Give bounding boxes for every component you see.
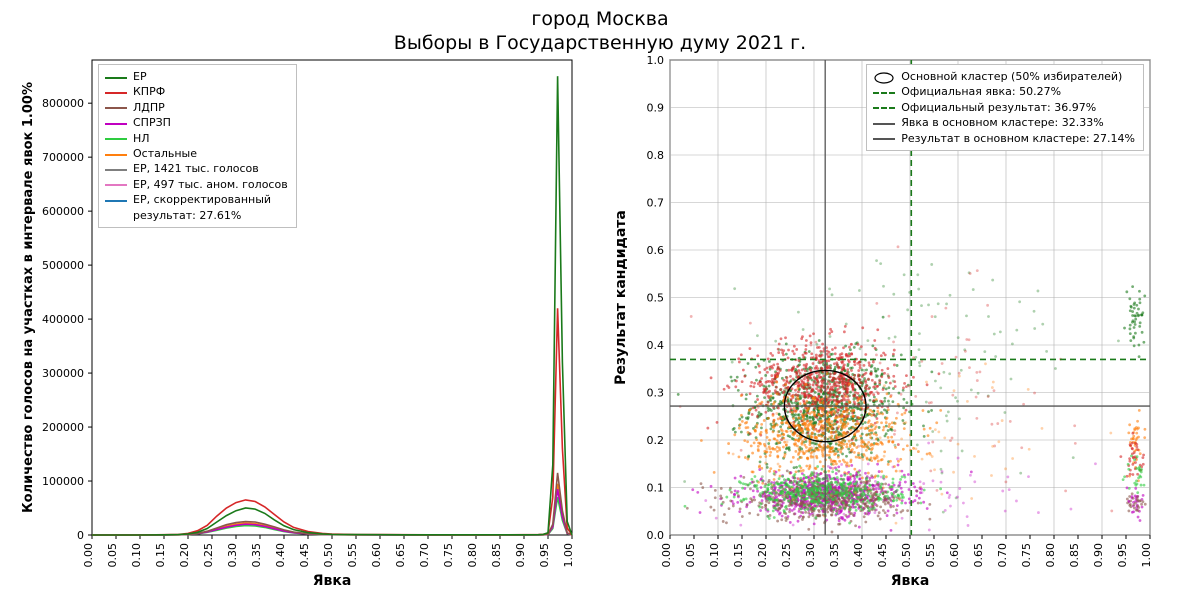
svg-text:0.35: 0.35: [828, 543, 841, 568]
legend-item: Остальные: [105, 146, 288, 161]
histogram-legend: ЕРКПРФЛДПРСПРЗПНЛОстальныеЕР, 1421 тыс. …: [98, 64, 297, 228]
legend-item: НЛ: [105, 131, 288, 146]
svg-text:0.75: 0.75: [1020, 543, 1033, 568]
svg-text:0.1: 0.1: [647, 482, 665, 495]
legend-item: Явка в основном кластере: 32.33%: [873, 115, 1135, 130]
legend-item: ЕР, 1421 тыс. голосов: [105, 161, 288, 176]
svg-text:0.30: 0.30: [804, 543, 817, 568]
svg-text:0.50: 0.50: [900, 543, 913, 568]
svg-text:0.90: 0.90: [1092, 543, 1105, 568]
legend-item: Официальный результат: 36.97%: [873, 100, 1135, 115]
svg-text:0.10: 0.10: [708, 543, 721, 568]
legend-item: ЕР, 497 тыс. аном. голосов: [105, 177, 288, 192]
svg-text:0.7: 0.7: [647, 197, 665, 210]
svg-text:0.9: 0.9: [647, 102, 665, 115]
svg-text:0.3: 0.3: [647, 387, 665, 400]
legend-item: результат: 27.61%: [105, 208, 288, 223]
svg-text:0.55: 0.55: [924, 543, 937, 568]
svg-text:1.0: 1.0: [647, 54, 665, 67]
legend-item: ЕР, скорректированный: [105, 192, 288, 207]
svg-text:0.85: 0.85: [1068, 543, 1081, 568]
svg-text:0.65: 0.65: [972, 543, 985, 568]
svg-text:0.95: 0.95: [1116, 543, 1129, 568]
svg-text:0.40: 0.40: [852, 543, 865, 568]
svg-text:0.60: 0.60: [948, 543, 961, 568]
legend-item: СПРЗП: [105, 115, 288, 130]
legend-item: Основной кластер (50% избирателей): [873, 69, 1135, 84]
legend-item: Официальная явка: 50.27%: [873, 84, 1135, 99]
svg-text:0.05: 0.05: [684, 543, 697, 568]
svg-text:Результат кандидата: Результат кандидата: [613, 210, 629, 385]
svg-text:0.4: 0.4: [647, 339, 665, 352]
svg-text:0.25: 0.25: [780, 543, 793, 568]
legend-item: КПРФ: [105, 84, 288, 99]
svg-text:0.20: 0.20: [756, 543, 769, 568]
svg-text:0.80: 0.80: [1044, 543, 1057, 568]
svg-text:0.45: 0.45: [876, 543, 889, 568]
legend-item: Результат в основном кластере: 27.14%: [873, 131, 1135, 146]
svg-text:0.15: 0.15: [732, 543, 745, 568]
svg-text:0.2: 0.2: [647, 434, 665, 447]
svg-text:0.00: 0.00: [660, 543, 673, 568]
svg-text:0.0: 0.0: [647, 529, 665, 542]
legend-item: ЕР: [105, 69, 288, 84]
legend-item: ЛДПР: [105, 100, 288, 115]
svg-text:0.70: 0.70: [996, 543, 1009, 568]
svg-text:0.5: 0.5: [647, 292, 665, 305]
scatter-legend: Основной кластер (50% избирателей)Официа…: [866, 64, 1144, 151]
svg-text:1.00: 1.00: [1140, 543, 1153, 568]
svg-text:0.6: 0.6: [647, 244, 665, 257]
svg-text:Явка: Явка: [891, 573, 930, 589]
svg-text:0.8: 0.8: [647, 149, 665, 162]
